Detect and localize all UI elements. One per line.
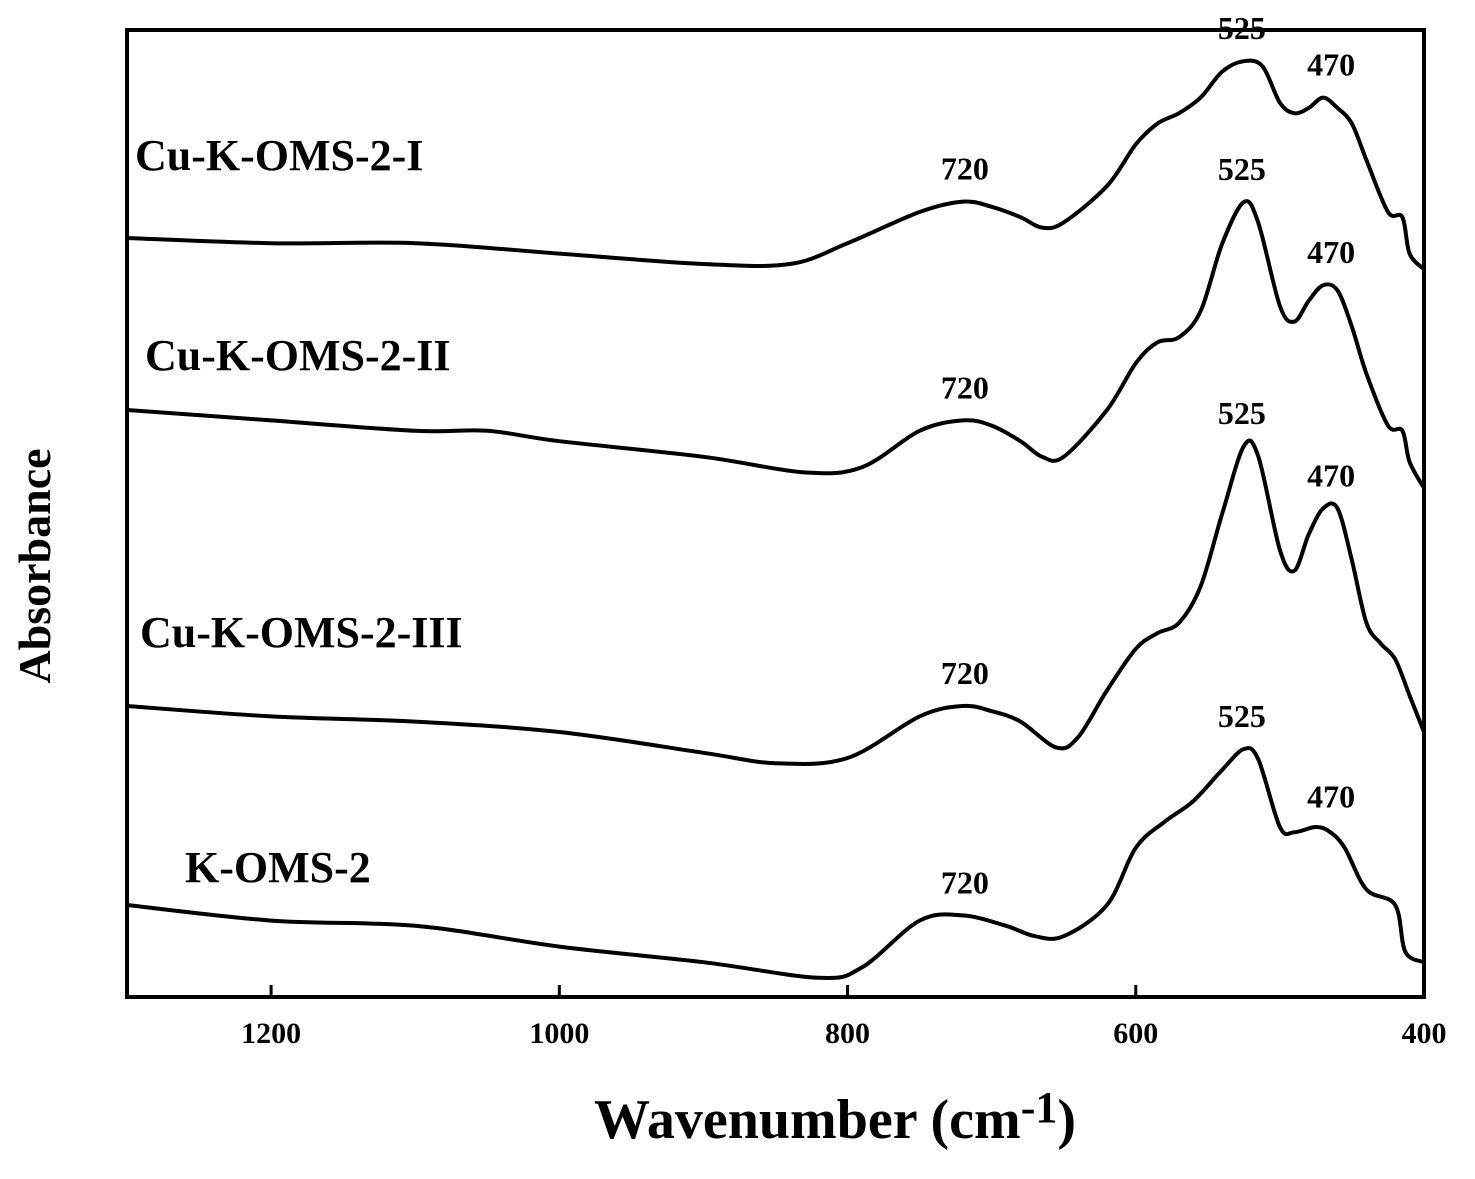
x-axis-title-close: ) [1057, 1089, 1076, 1151]
series-label: Cu-K-OMS-2-III [140, 608, 463, 657]
x-tick-label: 400 [1402, 1017, 1447, 1050]
x-axis-ticks: 1200 1000 800 600 400 [241, 985, 1447, 1050]
peak-label: 470 [1307, 779, 1355, 815]
x-axis-title-sup: -1 [1021, 1083, 1058, 1132]
x-axis-title-main: Wavenumber (cm [594, 1089, 1021, 1151]
peak-label: 525 [1218, 698, 1266, 734]
y-axis-title: Absorbance [9, 448, 60, 683]
peak-label: 525 [1218, 10, 1266, 46]
peak-label: 470 [1307, 47, 1355, 83]
series-line [125, 58, 1426, 272]
series-line [125, 438, 1426, 766]
x-axis-title: Wavenumber (cm-1) [594, 1083, 1076, 1151]
x-tick-label: 600 [1113, 1017, 1158, 1050]
peak-label: 720 [941, 655, 989, 691]
series-line [125, 199, 1426, 490]
peak-label: 470 [1307, 234, 1355, 270]
peak-label: 525 [1218, 395, 1266, 431]
series-line [125, 746, 1426, 981]
series-label: K-OMS-2 [185, 843, 371, 892]
peak-label: 470 [1307, 457, 1355, 493]
x-tick-label: 1200 [241, 1017, 301, 1050]
peak-label: 720 [941, 151, 989, 187]
peak-label: 525 [1218, 151, 1266, 187]
x-tick-label: 800 [825, 1017, 870, 1050]
labels-group: Cu-K-OMS-2-I 720 525 470 Cu-K-OMS-2-II 720 525… [135, 10, 1355, 900]
plot-frame [125, 28, 1426, 999]
x-tick-label: 1000 [529, 1017, 589, 1050]
peak-label: 720 [941, 369, 989, 405]
series-label: Cu-K-OMS-2-I [135, 131, 423, 180]
peak-label: 720 [941, 864, 989, 900]
series-label: Cu-K-OMS-2-II [145, 331, 451, 380]
series-group [125, 58, 1426, 981]
